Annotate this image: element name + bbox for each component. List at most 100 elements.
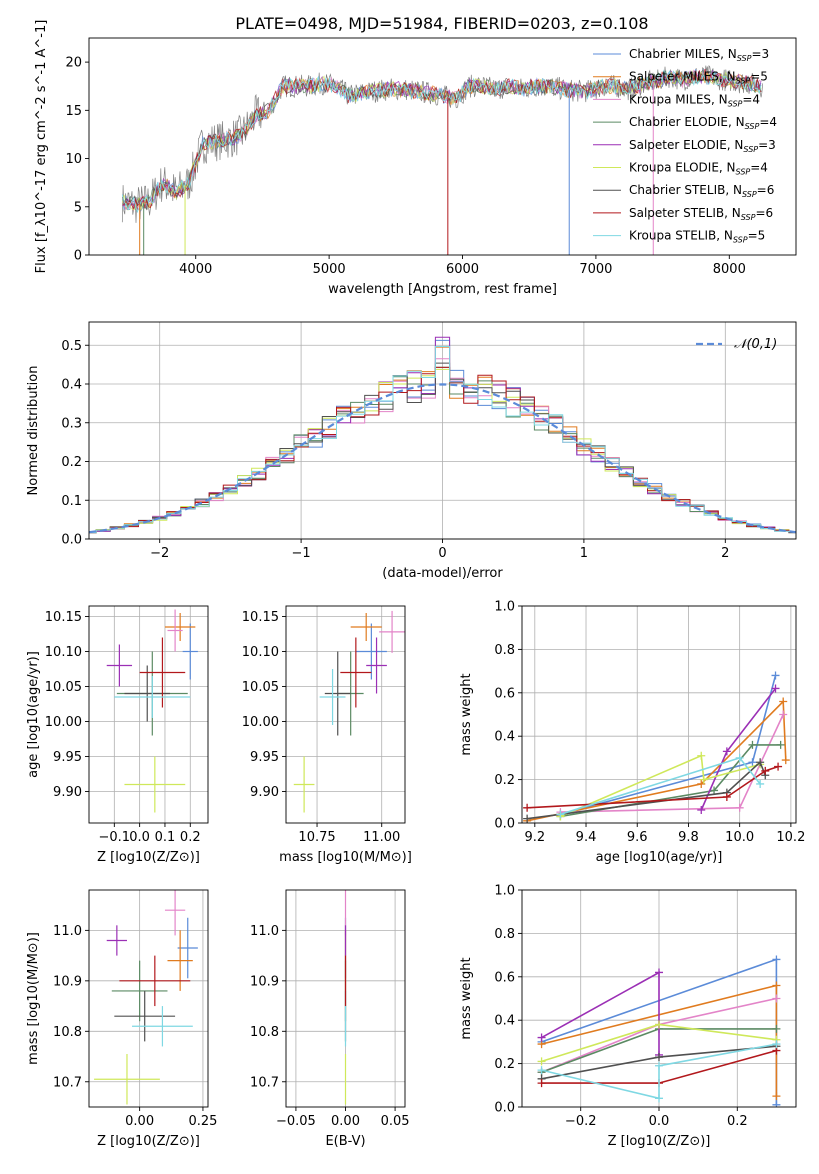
weight-marker [537,1079,546,1088]
plot-frame [521,889,797,1108]
weight-marker [772,1040,781,1049]
weight-marker [655,1053,663,1062]
x-tick-label: −2 [150,546,169,561]
panel-age-vs-Z: −0.1 0.0 0.1 0.2 9.90 9.95 10.00 10.05 10.10 10.1… [26,605,209,865]
y-tick-label: 0.6 [494,686,515,701]
x-axis-label: Z [log10(Z/Z⊙)] [97,850,200,865]
y-axis-label: mass weight [459,957,474,1039]
y-tick-label: 10 [65,152,82,167]
y-tick-label: 0.5 [61,339,82,354]
weight-marker [655,1020,663,1029]
plot-frame [285,889,406,1108]
y-tick-label: 20 [65,56,82,71]
y-tick-label: 0.6 [494,970,515,985]
legend-entry: Chabrier MILES, NSSP=3 [629,47,769,63]
y-tick-label: 0.3 [61,416,82,431]
plot-area [537,955,781,1107]
weight-marker [697,805,706,814]
model-spectrum-8 [121,69,762,214]
y-tick-label: 10.15 [45,610,82,625]
weight-marker [697,779,706,788]
y-tick-label: 15 [65,104,82,119]
x-tick-label: −0.05 [276,1114,316,1129]
y-tick-label: 0.8 [494,927,515,942]
legend-entry: Kroupa MILES, NSSP=4 [629,92,760,108]
weight-marker [537,1033,546,1042]
histogram-8 [89,346,796,534]
x-tick-label: 0.2 [727,1114,748,1129]
x-tick-label: 0.05 [381,1114,410,1129]
x-tick-label: 0 [438,546,446,561]
plot-frame [88,321,797,540]
plot-frame [88,889,209,1108]
weight-marker [735,753,744,762]
weight-marker [699,775,708,784]
y-tick-label: 10.7 [53,1075,82,1090]
weight-marker [748,758,757,767]
model-spectrum-6 [121,71,762,211]
x-tick-label: 0.0 [129,830,150,845]
y-tick-label: 10.00 [242,715,279,730]
x-axis-label: mass [log10(M/M⊙)] [279,850,412,865]
weight-marker [774,762,783,771]
weight-marker [772,994,781,1003]
weight-marker [776,740,785,749]
x-axis-label: E(B-V) [325,1134,365,1149]
weight-line-6 [526,760,767,820]
y-tick-label: 0.8 [494,643,515,658]
y-tick-label: 10.10 [45,645,82,660]
y-tick-label: 10.8 [53,1025,82,1040]
weight-marker [772,1100,781,1107]
y-tick-label: 9.95 [53,750,82,765]
weight-marker [772,1092,781,1101]
x-tick-label: 7000 [579,262,612,277]
y-tick-label: 10.05 [242,680,279,695]
x-tick-label: 10.0 [725,830,754,845]
plot-area [89,336,796,534]
y-tick-label: 0 [74,249,82,264]
x-tick-label: 2 [721,546,729,561]
plot-area [94,890,198,1105]
y-tick-label: 0.0 [494,817,515,832]
y-tick-label: 11.0 [53,924,82,939]
weight-marker [779,697,788,706]
weight-marker [771,671,780,680]
x-tick-label: 5000 [313,262,346,277]
y-tick-label: 10.05 [45,680,82,695]
weight-marker [772,955,781,964]
x-tick-label: 0.2 [180,830,201,845]
y-tick-label: 10.00 [45,715,82,730]
weight-marker [772,1024,781,1033]
plot-frame [88,37,797,256]
x-tick-label: 0.00 [125,1114,154,1129]
y-tick-label: 1.0 [494,600,515,615]
weight-marker [781,756,790,765]
x-axis-label: Z [log10(Z/Z⊙)] [608,1134,711,1149]
plot-area [106,609,198,813]
weight-marker [748,740,757,749]
weight-line-1 [526,699,787,822]
y-axis-label: mass [log10(M/M⊙)] [26,932,41,1065]
plot-area [293,610,405,813]
x-tick-label: 9.6 [627,830,648,845]
y-axis-label: Normed distribution [26,366,41,496]
y-tick-label: 0.2 [494,773,515,788]
y-tick-label: 9.90 [53,785,82,800]
legend-entry: Salpeter STELIB, NSSP=6 [629,206,773,222]
normal-reference-curve [89,383,796,534]
y-tick-label: 11.0 [250,924,279,939]
x-tick-label: 9.8 [678,830,699,845]
y-tick-label: 1.0 [494,884,515,899]
y-tick-label: 0.4 [61,378,82,393]
y-tick-label: 5 [74,200,82,215]
x-axis-label: age [log10(age/yr)] [596,850,723,865]
y-axis-label: mass weight [459,673,474,755]
x-tick-label: 6000 [446,262,479,277]
x-tick-label: 9.2 [524,830,545,845]
legend-entry: Kroupa STELIB, NSSP=5 [629,229,765,245]
x-tick-label: 10.75 [298,830,335,845]
weight-marker [655,968,663,977]
weight-marker [722,792,731,801]
x-tick-label: 11.00 [363,830,400,845]
